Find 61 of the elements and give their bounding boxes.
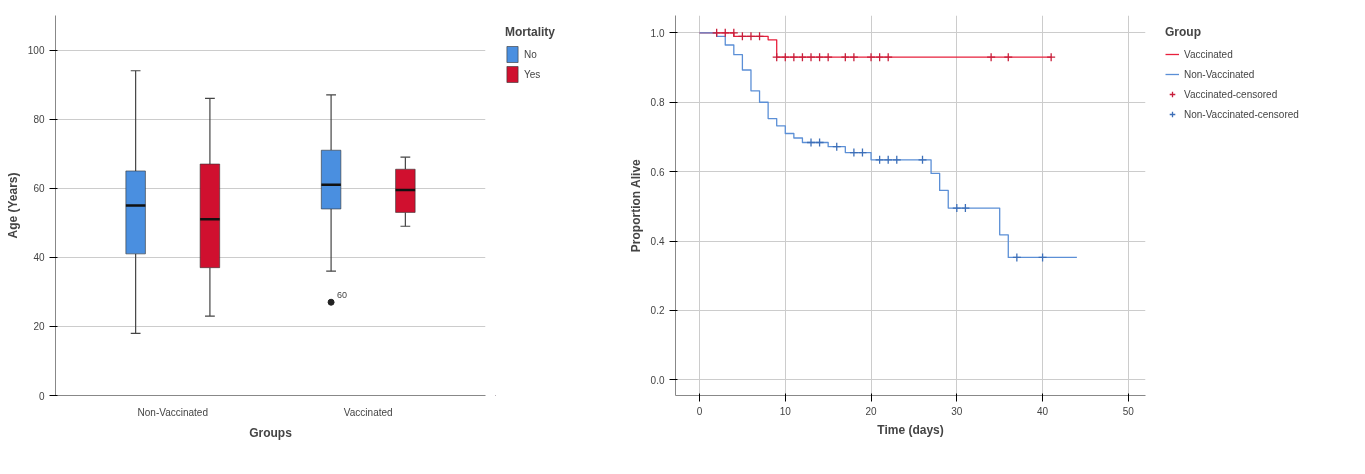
point	[892, 155, 902, 165]
y-tick-label: 0.6	[650, 166, 665, 178]
point	[797, 52, 808, 62]
y-tick-label: 40	[33, 252, 45, 264]
annotation: 60	[337, 290, 348, 301]
y-axis-title: Age (Years)	[5, 172, 20, 239]
y-tick-label: 1.0	[650, 27, 665, 39]
point	[789, 52, 799, 62]
point	[1012, 252, 1022, 263]
point	[823, 52, 833, 62]
legend-label: No	[524, 47, 538, 61]
point	[874, 52, 885, 62]
x-tick-label: 40	[1037, 405, 1049, 417]
point	[712, 28, 722, 38]
y-axis-title: Proportion Alive	[628, 158, 643, 253]
x-tick-label: Non-Vaccinated	[137, 406, 208, 418]
point	[1046, 52, 1056, 62]
point	[849, 52, 859, 62]
x-tick-label: Vaccinated	[343, 406, 393, 418]
legend-title: Mortality	[505, 25, 556, 39]
x-tick-label: 50	[1122, 405, 1135, 417]
legend-label: Vaccinated	[1184, 47, 1233, 61]
legend-label: Non-Vaccinated-censored	[1184, 107, 1299, 121]
x-tick-label: 0	[696, 405, 703, 417]
y-tick-label: 60	[33, 183, 45, 195]
point	[866, 52, 876, 62]
point	[780, 52, 790, 62]
point	[883, 155, 893, 165]
point	[1003, 52, 1013, 62]
point	[960, 203, 971, 213]
legend-title: Group	[1165, 25, 1202, 39]
y-tick-label: 0.2	[650, 305, 665, 317]
point	[883, 52, 893, 62]
y-tick-label: 100	[27, 45, 45, 57]
y-tick-label: 20	[33, 321, 45, 333]
x-tick-label: 20	[865, 405, 878, 417]
y-tick-label: 0.0	[650, 374, 665, 386]
point	[729, 28, 739, 38]
point	[746, 31, 756, 41]
x-tick-label: 10	[779, 405, 792, 417]
point	[772, 52, 782, 62]
point	[806, 137, 816, 148]
y-tick-label: 0.8	[650, 97, 665, 109]
x-axis-title: Groups	[249, 425, 293, 440]
point	[806, 52, 816, 62]
x-tick-label: 30	[951, 405, 963, 417]
legend-label: Yes	[524, 67, 542, 81]
point	[917, 155, 928, 165]
point	[814, 52, 825, 62]
legend-label: Vaccinated-censored	[1184, 87, 1278, 101]
y-tick-label: 80	[33, 114, 45, 126]
legend-label: Non-Vaccinated	[1184, 67, 1255, 81]
point	[840, 52, 850, 62]
point	[952, 203, 962, 213]
point	[720, 28, 730, 38]
y-tick-label: 0	[38, 390, 45, 402]
point	[849, 147, 859, 158]
y-tick-label: 0.4	[650, 236, 665, 248]
x-axis-title: Time (days)	[877, 422, 944, 437]
point	[874, 155, 885, 165]
point	[986, 52, 996, 62]
